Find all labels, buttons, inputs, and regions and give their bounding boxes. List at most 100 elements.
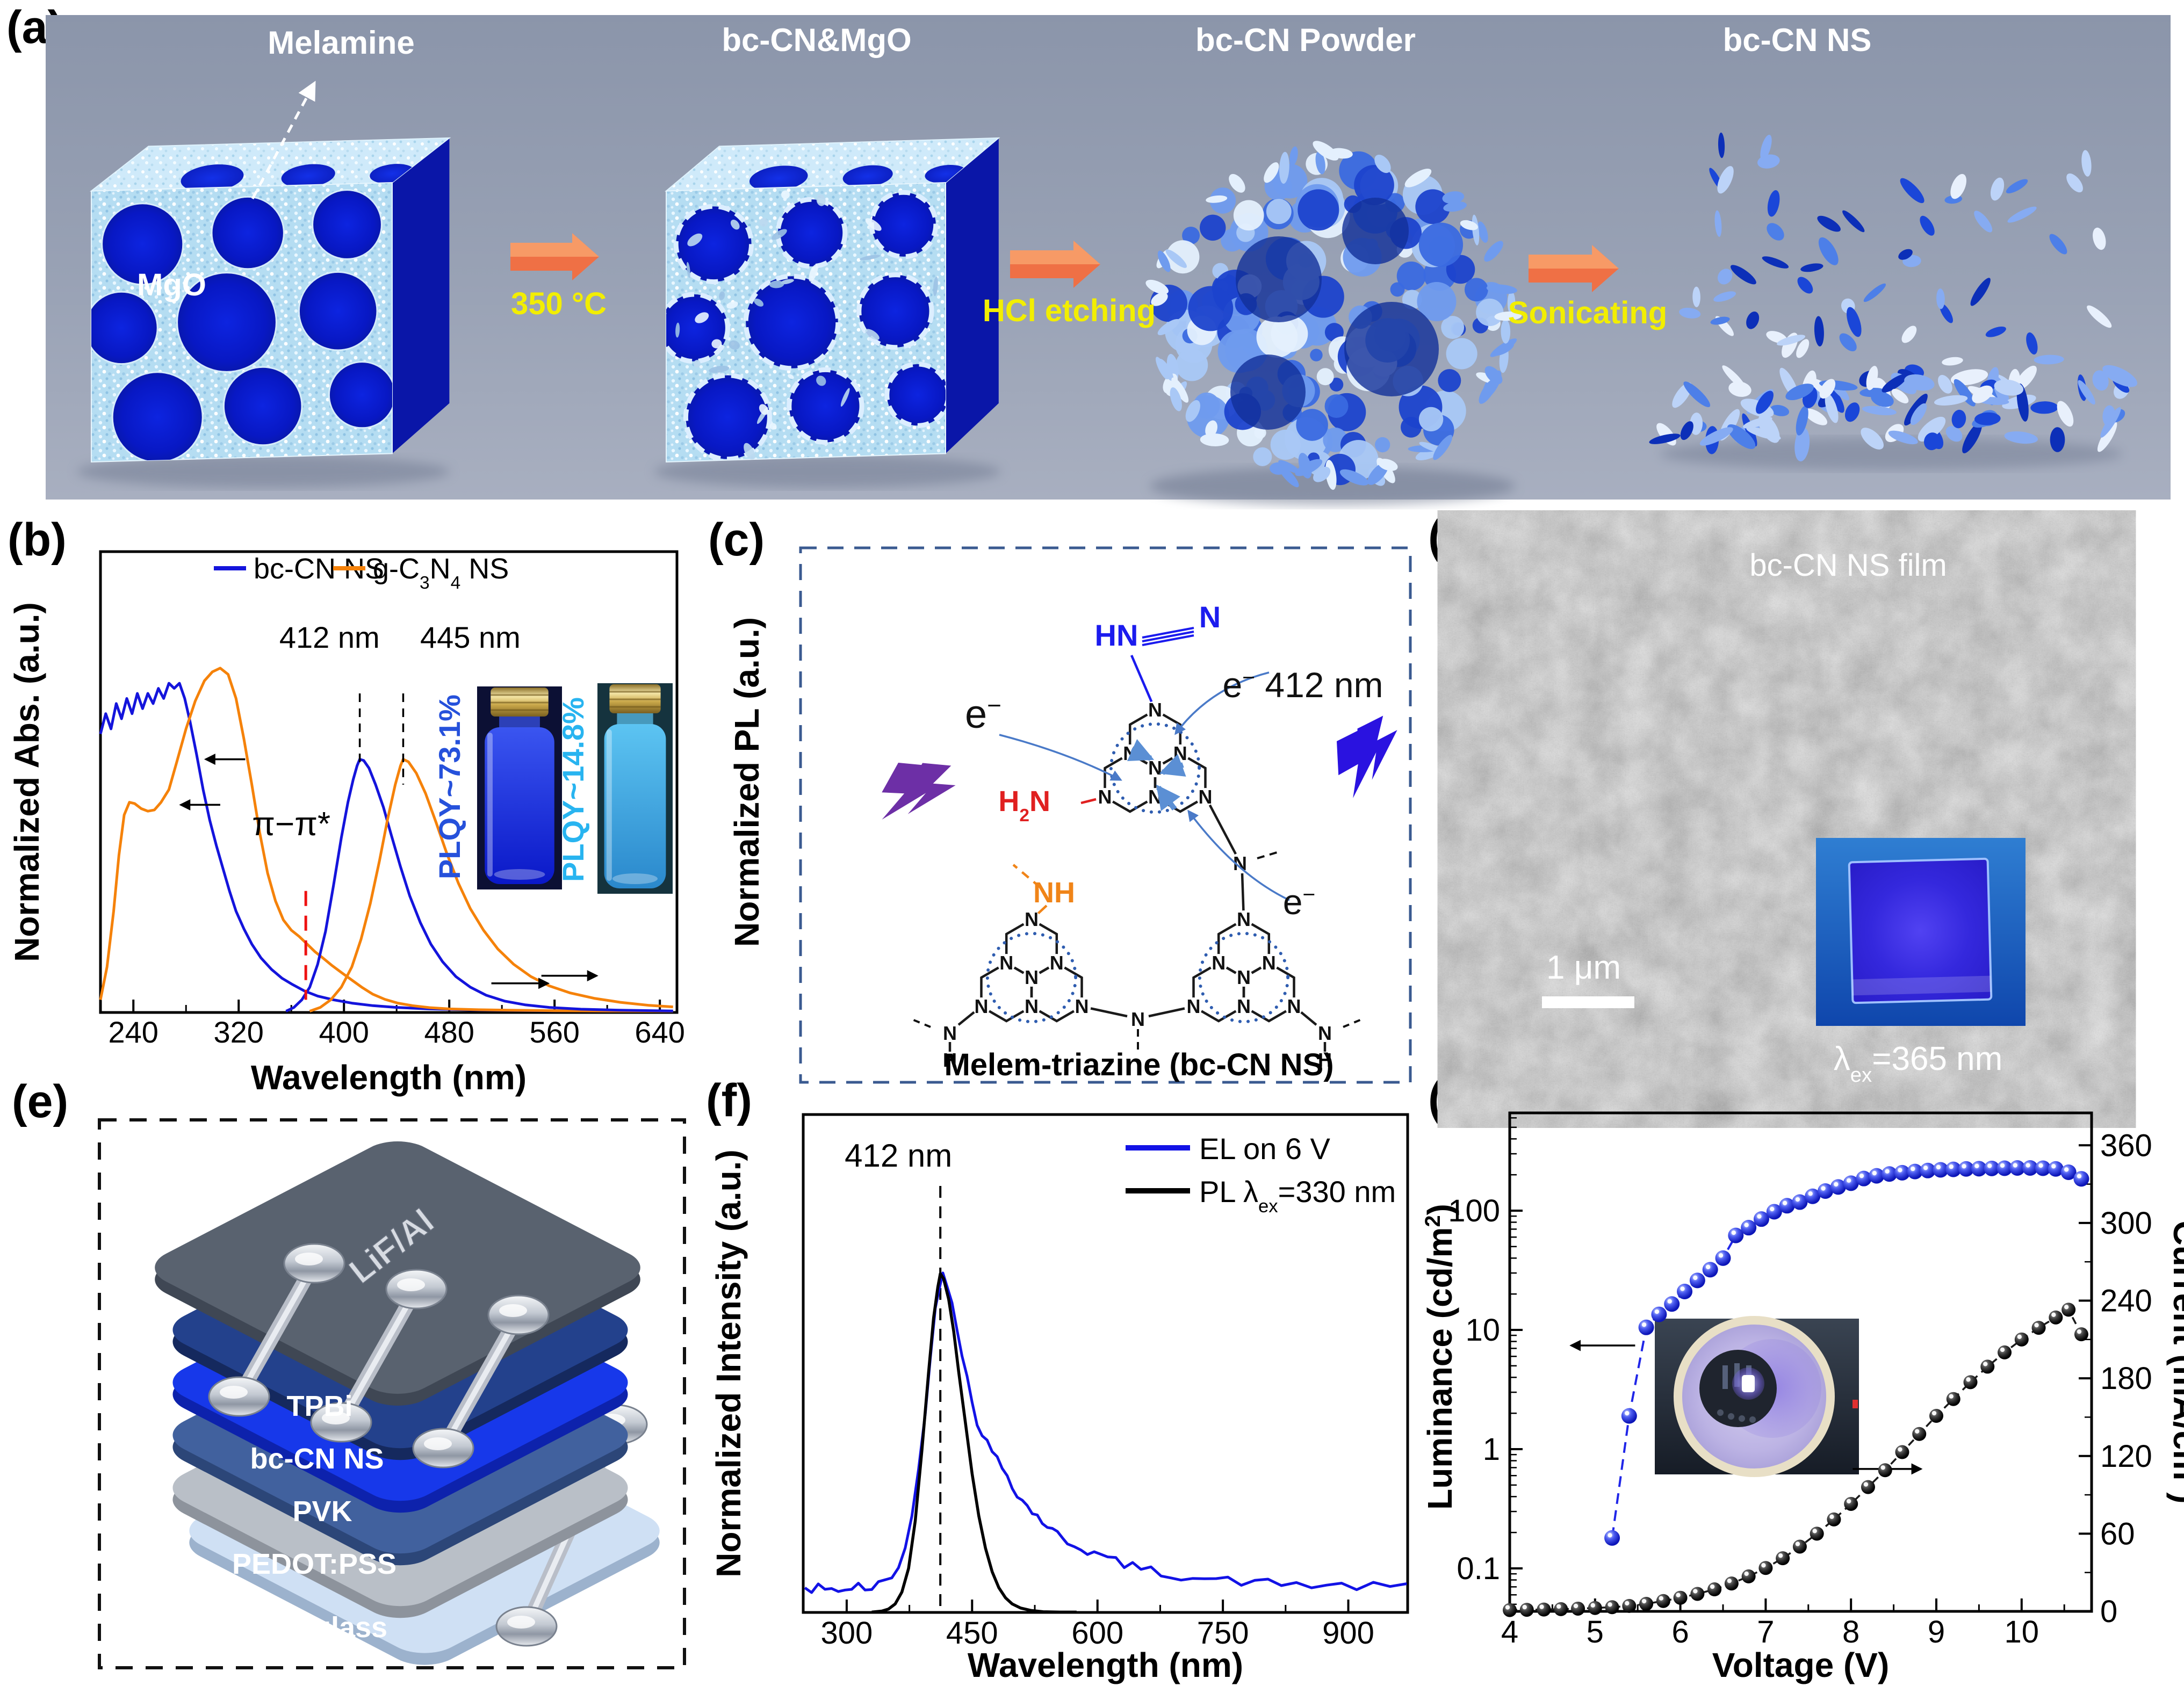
panel-label-e: (e): [12, 1076, 69, 1127]
svg-text:750: 750: [1197, 1616, 1249, 1651]
panel-a-synthesis-scheme: 350 °C HCl etching Sonicating Melamine MgO bc…: [46, 15, 2171, 505]
panel-label-g: (g): [1428, 1073, 1487, 1124]
panel-label-f: (f): [706, 1075, 752, 1126]
excitation-label: λex=365 nm: [1834, 1040, 2003, 1087]
bccn-nanosheets: [1649, 132, 2137, 470]
svg-text:PL λex=330 nm: PL λex=330 nm: [1199, 1175, 1396, 1217]
layer-label-0: ITO glass: [257, 1611, 387, 1644]
svg-text:N: N: [1199, 786, 1213, 808]
pi-pi-label: π−π*: [252, 806, 330, 843]
peak-label: 445 nm: [420, 620, 521, 654]
svg-text:N: N: [1075, 995, 1089, 1017]
svg-text:8: 8: [1842, 1615, 1859, 1649]
structure-caption: Melem-triazine (bc-CN NS): [944, 1047, 1334, 1082]
x-axis-title: Wavelength (nm): [251, 1058, 527, 1097]
curve-g-c3n4-ns-pl: [309, 758, 673, 1012]
process-arrow-label: 350 °C: [511, 286, 607, 321]
panel-label-d: (d): [1428, 511, 1487, 562]
svg-text:H: H: [943, 1049, 957, 1071]
panel-label-b: (b): [8, 514, 67, 566]
svg-text:640: 640: [635, 1015, 684, 1049]
top-electrodes: [208, 1243, 550, 1468]
svg-text:240: 240: [2100, 1284, 2152, 1319]
charge-arrow: [1159, 754, 1186, 777]
x-axis: 240 320 400 480 560 640: [109, 1000, 685, 1049]
scale-bar: [1542, 996, 1634, 1008]
y-axis-title-left: Normalized Abs. (a.u.): [8, 602, 46, 962]
cube-bccn-mgo: [654, 137, 1001, 488]
vial-bc-cn-ns: [477, 686, 562, 889]
curve-bc-cn-ns-pl: [285, 758, 673, 1012]
svg-text:N: N: [974, 995, 988, 1017]
melamine-pointer-arrow: [251, 81, 316, 200]
svg-text:N: N: [1186, 995, 1200, 1017]
layer-label-2: PVK: [292, 1495, 352, 1528]
svg-text:H: H: [1318, 1049, 1332, 1071]
structure-annotation: N: [1199, 600, 1221, 634]
svg-text:0.1: 0.1: [1457, 1551, 1500, 1586]
curve-g-c3n4-ns-absorption: [99, 667, 673, 1013]
svg-text:480: 480: [424, 1015, 474, 1049]
svg-text:60: 60: [2100, 1516, 2135, 1551]
curve-pl-λex=330-nm: [871, 1272, 1077, 1614]
film-photo-inset: [1816, 838, 2026, 1026]
svg-text:9: 9: [1928, 1615, 1945, 1649]
peak-label: 412 nm: [279, 620, 380, 654]
svg-text:120: 120: [2100, 1439, 2152, 1474]
svg-text:N: N: [1098, 786, 1112, 808]
svg-text:N: N: [1025, 995, 1039, 1017]
series-current: [1503, 1303, 2088, 1617]
curve-el-on-6-v: [804, 1271, 1407, 1594]
plqy-label-bccn: PLQY~73.1%: [433, 694, 466, 879]
svg-text:N: N: [1237, 995, 1251, 1017]
electron-arrow: [999, 734, 1122, 781]
svg-text:N: N: [1318, 1022, 1332, 1044]
svg-text:900: 900: [1322, 1616, 1374, 1651]
excitation-bolt: [882, 763, 956, 820]
svg-text:1: 1: [1483, 1432, 1500, 1467]
svg-text:10: 10: [2005, 1615, 2039, 1649]
mgo-label: MgO: [137, 267, 206, 302]
plot-frame: [1508, 1111, 2093, 1613]
x-axis-title: Voltage (V): [1712, 1646, 1890, 1684]
x-axis-title: Wavelength (nm): [968, 1646, 1243, 1684]
y-axis-left: 0.1 1 10 100: [1448, 1117, 1523, 1605]
svg-text:N: N: [1025, 966, 1039, 988]
structure-annotation: NH: [1033, 877, 1075, 909]
svg-text:N: N: [1025, 908, 1039, 930]
layer-label-1: PEDOT:PSS: [232, 1548, 397, 1580]
electron-arrow: [1187, 809, 1290, 901]
device-photo-inset: [1655, 1316, 1859, 1477]
stage-label-3: bc-CN Powder: [1195, 22, 1416, 58]
svg-text:360: 360: [2100, 1128, 2152, 1163]
structure-annotation: H2N: [998, 785, 1050, 826]
svg-text:N: N: [999, 952, 1013, 974]
svg-text:100: 100: [1448, 1193, 1500, 1228]
svg-text:N: N: [1148, 757, 1162, 779]
svg-text:560: 560: [529, 1015, 579, 1049]
svg-text:600: 600: [1071, 1616, 1123, 1651]
cube-mgo-melamine: [76, 137, 451, 488]
svg-text:4: 4: [1501, 1615, 1518, 1649]
process-arrow-label: HCl etching: [983, 293, 1156, 328]
structure-annotation: HN: [1095, 618, 1138, 652]
structure-annotation: e− 412 nm: [1222, 665, 1383, 705]
y-axis-title-right: Current (mA/cm2): [2166, 1220, 2184, 1503]
svg-text:N: N: [1287, 995, 1301, 1017]
svg-text:0: 0: [2100, 1594, 2117, 1629]
svg-text:5: 5: [1587, 1615, 1604, 1649]
svg-text:450: 450: [946, 1616, 998, 1651]
svg-text:N: N: [1212, 952, 1226, 974]
svg-text:300: 300: [821, 1616, 873, 1651]
svg-text:g-C3N4 NS: g-C3N4 NS: [373, 553, 509, 593]
sem-film-label: bc-CN NS film: [1749, 548, 1947, 583]
svg-text:N: N: [1148, 699, 1162, 721]
structure-annotation: e−: [1283, 882, 1316, 922]
svg-text:7: 7: [1757, 1615, 1774, 1649]
